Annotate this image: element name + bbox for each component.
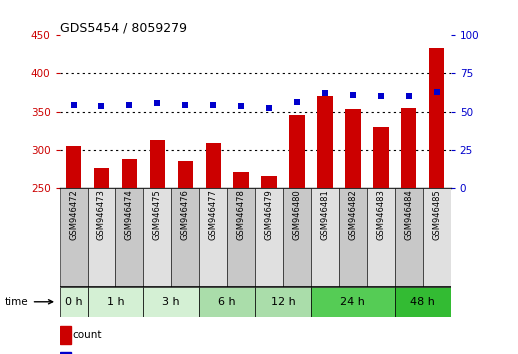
Bar <box>367 188 395 287</box>
Text: GSM946484: GSM946484 <box>404 190 413 240</box>
Bar <box>143 188 171 287</box>
Bar <box>290 115 305 188</box>
Bar <box>60 188 88 287</box>
Bar <box>395 287 451 317</box>
Bar <box>150 141 165 188</box>
Text: GSM946480: GSM946480 <box>293 190 301 240</box>
Bar <box>401 108 416 188</box>
Point <box>265 105 273 110</box>
Bar <box>317 96 333 188</box>
Bar <box>60 352 71 354</box>
Point <box>97 103 106 109</box>
Bar <box>339 188 367 287</box>
Bar <box>143 287 199 317</box>
Bar <box>255 287 311 317</box>
Text: GSM946474: GSM946474 <box>125 190 134 240</box>
Bar <box>234 172 249 188</box>
Text: 6 h: 6 h <box>219 297 236 307</box>
Bar <box>60 326 71 344</box>
Bar <box>171 188 199 287</box>
Text: GSM946479: GSM946479 <box>265 190 274 240</box>
Bar <box>395 188 423 287</box>
Point <box>349 92 357 98</box>
Text: GSM946475: GSM946475 <box>153 190 162 240</box>
Bar <box>373 127 388 188</box>
Bar <box>206 143 221 188</box>
Text: GSM946481: GSM946481 <box>321 190 329 240</box>
Text: 24 h: 24 h <box>340 297 365 307</box>
Text: 3 h: 3 h <box>163 297 180 307</box>
Bar <box>116 188 143 287</box>
Point <box>377 93 385 98</box>
Point <box>321 90 329 96</box>
Point <box>69 102 78 108</box>
Text: GSM946483: GSM946483 <box>376 190 385 240</box>
Bar <box>60 287 88 317</box>
Text: 0 h: 0 h <box>65 297 82 307</box>
Bar <box>311 287 395 317</box>
Bar <box>199 287 255 317</box>
Point <box>237 103 246 109</box>
Bar <box>429 48 444 188</box>
Text: GSM946485: GSM946485 <box>432 190 441 240</box>
Bar <box>88 188 116 287</box>
Point <box>433 90 441 95</box>
Bar <box>199 188 227 287</box>
Bar <box>66 146 81 188</box>
Point <box>405 93 413 98</box>
Bar <box>88 287 143 317</box>
Bar <box>255 188 283 287</box>
Bar <box>311 188 339 287</box>
Text: 1 h: 1 h <box>107 297 124 307</box>
Point <box>125 102 134 108</box>
Point <box>209 102 218 108</box>
Bar <box>94 168 109 188</box>
Bar <box>122 159 137 188</box>
Text: GSM946476: GSM946476 <box>181 190 190 240</box>
Text: 12 h: 12 h <box>271 297 295 307</box>
Text: count: count <box>73 330 102 340</box>
Text: GSM946478: GSM946478 <box>237 190 246 240</box>
Bar <box>283 188 311 287</box>
Text: 48 h: 48 h <box>410 297 435 307</box>
Bar <box>178 161 193 188</box>
Text: GDS5454 / 8059279: GDS5454 / 8059279 <box>60 21 186 34</box>
Text: GSM946482: GSM946482 <box>349 190 357 240</box>
Bar <box>262 176 277 188</box>
Bar <box>227 188 255 287</box>
Point <box>153 100 162 106</box>
Text: GSM946472: GSM946472 <box>69 190 78 240</box>
Point <box>181 102 190 108</box>
Bar <box>423 188 451 287</box>
Text: time: time <box>5 297 53 307</box>
Text: GSM946477: GSM946477 <box>209 190 218 240</box>
Bar <box>345 109 361 188</box>
Text: GSM946473: GSM946473 <box>97 190 106 240</box>
Point <box>293 99 301 105</box>
